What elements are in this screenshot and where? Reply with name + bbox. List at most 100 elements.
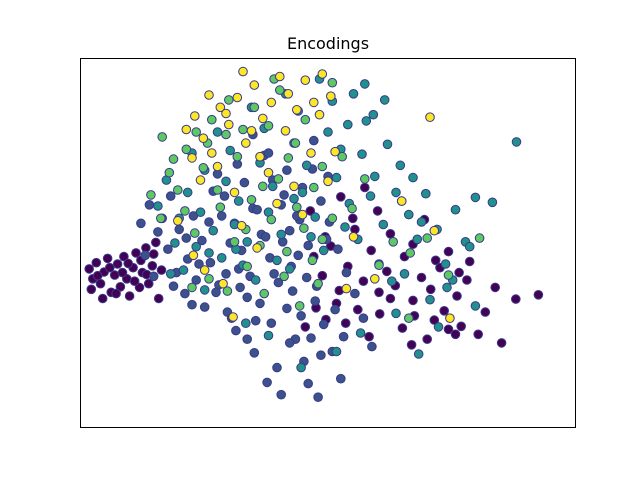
scatter-point: [496, 338, 507, 348]
scatter-point: [170, 238, 180, 248]
scatter-point: [112, 259, 123, 269]
scatter-point: [263, 148, 274, 158]
scatter-point: [136, 218, 146, 229]
scatter-point: [168, 281, 179, 292]
scatter-point: [173, 216, 183, 226]
scatter-point: [204, 248, 214, 258]
scatter-point: [212, 185, 223, 195]
scatter-point: [195, 175, 206, 185]
scatter-point: [303, 240, 314, 251]
scatter-point: [232, 92, 243, 103]
scatter-point: [269, 269, 279, 279]
scatter-point: [297, 187, 308, 198]
scatter-point: [297, 209, 308, 220]
scatter-point: [156, 213, 166, 224]
scatter-point: [300, 114, 311, 125]
scatter-point: [385, 229, 396, 239]
scatter-point: [317, 69, 328, 79]
scatter-point: [296, 311, 306, 321]
scatter-point: [84, 264, 94, 274]
scatter-point: [168, 154, 179, 164]
scatter-point: [212, 161, 223, 172]
scatter-point: [276, 389, 287, 400]
scatter-point: [153, 227, 163, 237]
scatter-point: [272, 362, 282, 373]
scatter-point: [309, 97, 319, 108]
scatter-point: [368, 109, 379, 120]
scatter-point: [433, 322, 444, 332]
scatter-point: [187, 153, 197, 163]
scatter-point: [164, 167, 175, 178]
scatter-point: [307, 255, 318, 266]
scatter-point: [416, 217, 427, 227]
scatter-point: [151, 237, 161, 248]
scatter-point: [340, 222, 350, 232]
scatter-point: [358, 313, 369, 324]
scatter-point: [397, 323, 408, 333]
scatter-point: [195, 207, 206, 217]
scatter-point: [348, 232, 359, 242]
scatter-point: [249, 102, 260, 113]
scatter-point: [355, 328, 366, 338]
scatter-point: [250, 315, 261, 326]
scatter-point: [323, 176, 333, 187]
scatter-point: [425, 284, 436, 295]
scatter-point: [323, 127, 333, 137]
scatter-point: [140, 250, 150, 261]
scatter-point: [211, 287, 221, 298]
scatter-point: [299, 223, 309, 233]
scatter-point: [440, 259, 451, 269]
scatter-point: [318, 245, 329, 256]
scatter-point: [117, 267, 128, 278]
scatter-point: [216, 211, 227, 221]
scatter-point: [480, 307, 491, 317]
scatter-point: [404, 313, 414, 324]
scatter-point: [188, 250, 199, 261]
scatter-point: [222, 286, 233, 296]
scatter-point: [232, 151, 243, 162]
scatter-point: [266, 97, 277, 108]
scatter-point: [207, 114, 217, 125]
scatter-point: [439, 306, 450, 316]
scatter-point: [250, 275, 261, 285]
scatter-point: [450, 329, 461, 340]
scatter-point: [215, 202, 226, 212]
scatter-point: [252, 204, 262, 215]
scatter-point: [317, 234, 328, 245]
scatter-point: [350, 288, 360, 299]
scatter-point: [197, 235, 207, 246]
scatter-point: [443, 324, 454, 335]
scatter-point: [208, 225, 218, 236]
scatter-point: [111, 288, 121, 299]
scatter-point: [231, 325, 241, 336]
scatter-point: [123, 258, 133, 269]
scatter-point: [273, 277, 284, 288]
scatter-point: [408, 295, 418, 306]
scatter-point: [182, 187, 193, 198]
scatter-point: [221, 108, 231, 119]
scatter-point: [242, 334, 252, 345]
scatter-point: [443, 270, 454, 280]
scatter-point: [387, 276, 397, 287]
scatter-point: [102, 253, 113, 264]
scatter-point: [228, 312, 238, 322]
scatter-point: [490, 282, 501, 293]
scatter-point: [241, 318, 251, 329]
scatter-point: [282, 303, 292, 314]
scatter-point: [293, 250, 304, 261]
scatter-point: [425, 112, 435, 122]
scatter-point: [124, 291, 135, 301]
scatter-point: [294, 301, 305, 311]
scatter-point: [464, 241, 475, 252]
scatter-point: [215, 102, 226, 113]
scatter-point: [388, 237, 399, 247]
scatter-point: [309, 182, 319, 193]
scatter-point: [153, 293, 164, 304]
scatter-point: [238, 124, 248, 135]
scatter-point: [238, 66, 248, 77]
scatter-point: [382, 139, 393, 150]
scatter-point: [316, 350, 326, 361]
scatter-point: [425, 294, 435, 305]
